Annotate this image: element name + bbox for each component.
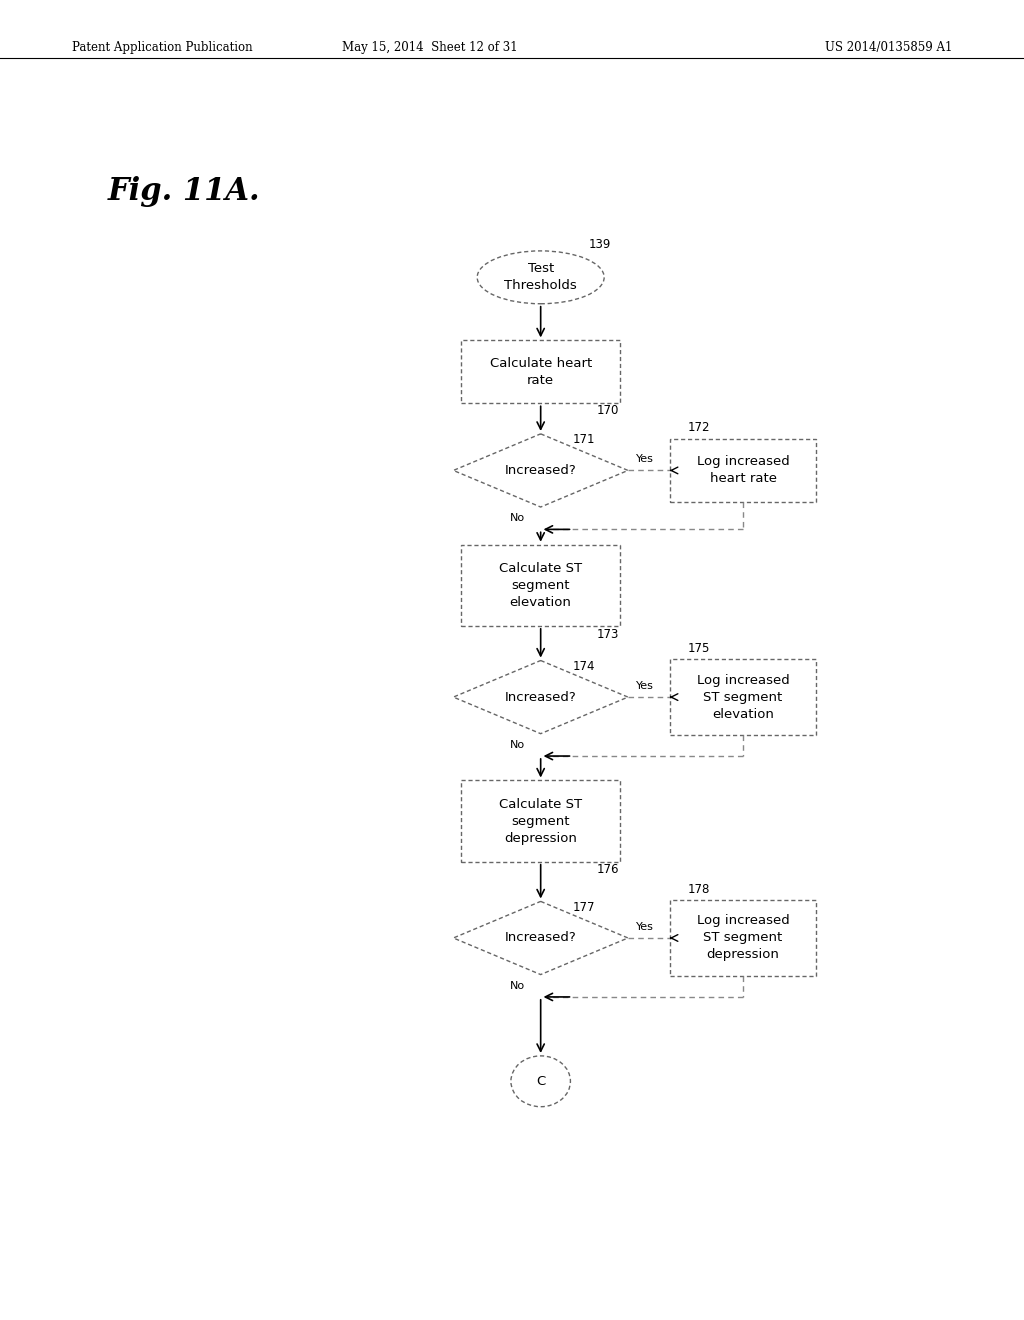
Text: US 2014/0135859 A1: US 2014/0135859 A1 bbox=[825, 41, 952, 54]
Text: Log increased
ST segment
elevation: Log increased ST segment elevation bbox=[696, 673, 790, 721]
Text: 139: 139 bbox=[588, 239, 610, 251]
Text: Yes: Yes bbox=[636, 921, 653, 932]
Polygon shape bbox=[454, 434, 628, 507]
Text: Log increased
heart rate: Log increased heart rate bbox=[696, 455, 790, 486]
FancyBboxPatch shape bbox=[462, 341, 621, 404]
FancyBboxPatch shape bbox=[670, 900, 816, 975]
Text: Calculate heart
rate: Calculate heart rate bbox=[489, 356, 592, 387]
Text: C: C bbox=[536, 1074, 546, 1088]
FancyBboxPatch shape bbox=[670, 440, 816, 502]
Text: May 15, 2014  Sheet 12 of 31: May 15, 2014 Sheet 12 of 31 bbox=[342, 41, 518, 54]
Text: Patent Application Publication: Patent Application Publication bbox=[72, 41, 252, 54]
Ellipse shape bbox=[511, 1056, 570, 1106]
Text: 178: 178 bbox=[687, 883, 710, 896]
Text: 170: 170 bbox=[596, 404, 618, 417]
Text: Increased?: Increased? bbox=[505, 932, 577, 945]
Ellipse shape bbox=[477, 251, 604, 304]
Polygon shape bbox=[454, 902, 628, 974]
Text: Log increased
ST segment
depression: Log increased ST segment depression bbox=[696, 915, 790, 961]
FancyBboxPatch shape bbox=[670, 660, 816, 735]
Text: 176: 176 bbox=[596, 863, 618, 876]
Text: 173: 173 bbox=[596, 627, 618, 640]
Polygon shape bbox=[454, 660, 628, 734]
Text: 171: 171 bbox=[572, 433, 595, 446]
Text: 177: 177 bbox=[572, 902, 595, 913]
Text: No: No bbox=[510, 739, 524, 750]
Text: Calculate ST
segment
elevation: Calculate ST segment elevation bbox=[499, 562, 583, 609]
Text: Yes: Yes bbox=[636, 681, 653, 690]
Text: Increased?: Increased? bbox=[505, 690, 577, 704]
FancyBboxPatch shape bbox=[462, 780, 621, 862]
FancyBboxPatch shape bbox=[462, 545, 621, 626]
Text: 174: 174 bbox=[572, 660, 595, 673]
Text: Test
Thresholds: Test Thresholds bbox=[504, 263, 578, 292]
Text: 175: 175 bbox=[687, 642, 710, 655]
Text: Yes: Yes bbox=[636, 454, 653, 465]
Text: Increased?: Increased? bbox=[505, 463, 577, 477]
Text: Fig. 11A.: Fig. 11A. bbox=[108, 176, 261, 207]
Text: 172: 172 bbox=[687, 421, 710, 434]
Text: No: No bbox=[510, 981, 524, 991]
Text: Calculate ST
segment
depression: Calculate ST segment depression bbox=[499, 797, 583, 845]
Text: No: No bbox=[510, 513, 524, 523]
